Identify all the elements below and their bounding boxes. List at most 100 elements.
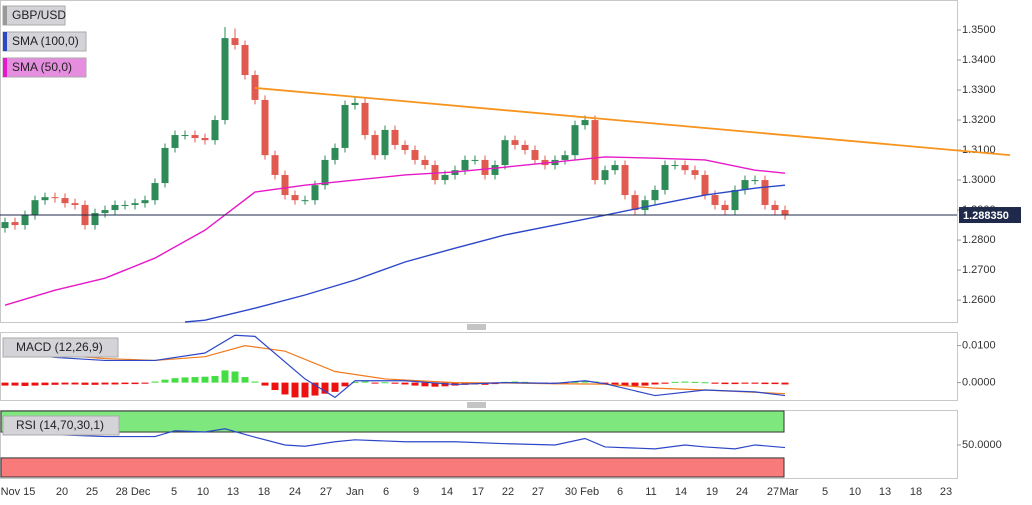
macd-bar bbox=[661, 382, 669, 384]
x-tick-label: 24 bbox=[736, 486, 748, 498]
candle-body bbox=[71, 203, 79, 205]
macd-bar bbox=[21, 382, 29, 386]
candle-body bbox=[521, 144, 529, 151]
candle-body bbox=[381, 129, 389, 156]
candle-body bbox=[331, 147, 339, 160]
macd-bar bbox=[171, 378, 179, 383]
candle-body bbox=[371, 135, 379, 156]
indicator-label-box bbox=[2, 415, 120, 436]
macd-bar bbox=[241, 377, 249, 383]
x-tick-label: 24 bbox=[289, 486, 301, 498]
sma-line bbox=[4, 156, 786, 306]
candle-body bbox=[411, 150, 419, 160]
macd-bar bbox=[11, 382, 19, 386]
candle-body bbox=[161, 147, 169, 184]
candle-body bbox=[571, 125, 579, 156]
x-tick-label: 28 Dec bbox=[116, 486, 151, 498]
legend-swatch bbox=[3, 58, 7, 77]
candle-body bbox=[351, 102, 359, 106]
x-tick-label: 23 bbox=[940, 486, 952, 498]
x-tick-label: 5 bbox=[822, 486, 828, 498]
legend-label: SMA (100,0) bbox=[12, 34, 79, 48]
candle-body bbox=[741, 180, 749, 190]
x-tick-label: 27 bbox=[532, 486, 544, 498]
x-tick-label: 10 bbox=[197, 486, 209, 498]
y-tick-label: 1.3300 bbox=[962, 84, 996, 96]
macd-bar bbox=[561, 382, 569, 384]
candle-body bbox=[661, 165, 669, 190]
candle-body bbox=[681, 165, 689, 171]
candle-body bbox=[771, 204, 779, 211]
macd-bar bbox=[651, 382, 659, 385]
candle-body bbox=[691, 170, 699, 175]
macd-bar bbox=[111, 382, 119, 385]
macd-bar bbox=[1, 382, 9, 386]
candle-body bbox=[181, 135, 189, 137]
candle-body bbox=[421, 159, 429, 166]
macd-bar bbox=[281, 382, 289, 395]
y-tick-label: 0.0100 bbox=[962, 340, 996, 352]
macd-bar bbox=[141, 382, 149, 384]
candle-body bbox=[251, 75, 259, 100]
x-tick-label: 22 bbox=[502, 486, 514, 498]
y-tick-label: 1.2600 bbox=[962, 294, 996, 306]
legend-swatch bbox=[3, 6, 7, 25]
indicator-label: RSI (14,70,30,1) bbox=[16, 418, 104, 432]
candle-body bbox=[321, 159, 329, 186]
candle-body bbox=[501, 140, 509, 166]
macd-bar bbox=[181, 377, 189, 383]
candle-body bbox=[1, 222, 9, 229]
candle-body bbox=[391, 129, 399, 145]
macd-bar bbox=[211, 375, 219, 383]
macd-bar bbox=[571, 381, 579, 383]
x-tick-label: 13 bbox=[879, 486, 891, 498]
x-tick-label: Nov 15 bbox=[1, 486, 36, 498]
candle-body bbox=[631, 195, 639, 211]
candle-body bbox=[441, 174, 449, 181]
sma-line bbox=[184, 184, 786, 323]
candle-body bbox=[401, 144, 409, 151]
candle-body bbox=[311, 185, 319, 201]
candle-body bbox=[651, 189, 659, 201]
rsi-line bbox=[4, 428, 786, 450]
macd-bar bbox=[221, 370, 229, 383]
candle-body bbox=[721, 204, 729, 211]
macd-bar bbox=[301, 382, 309, 398]
candle-body bbox=[91, 213, 99, 226]
candle-body bbox=[761, 180, 769, 205]
candle-body bbox=[711, 195, 719, 205]
x-tick-label: 14 bbox=[675, 486, 687, 498]
x-tick-label: 20 bbox=[56, 486, 68, 498]
candle-body bbox=[101, 210, 109, 214]
macd-bar bbox=[231, 371, 239, 383]
panel-frame bbox=[0, 0, 958, 323]
macd-bar bbox=[81, 382, 89, 385]
macd-bar bbox=[691, 381, 699, 383]
candle-body bbox=[151, 183, 159, 201]
macd-bar bbox=[711, 382, 719, 384]
macd-bar bbox=[721, 382, 729, 385]
candle-body bbox=[561, 155, 569, 160]
macd-bar bbox=[251, 381, 259, 383]
x-tick-label: Mar bbox=[780, 486, 799, 498]
macd-bar bbox=[91, 382, 99, 385]
x-tick-label: 9 bbox=[413, 486, 419, 498]
macd-bar bbox=[611, 382, 619, 386]
x-tick-label: 27 bbox=[320, 486, 332, 498]
macd-bar bbox=[381, 382, 389, 384]
macd-bar bbox=[641, 382, 649, 386]
macd-bar bbox=[741, 382, 749, 384]
candle-body bbox=[31, 200, 39, 216]
y-tick-label: 50.0000 bbox=[962, 439, 1002, 451]
macd-bar bbox=[511, 381, 519, 383]
macd-bar bbox=[151, 381, 159, 383]
candle-body bbox=[461, 159, 469, 171]
x-tick-label: 30 Feb bbox=[565, 486, 599, 498]
x-tick-label: 27 bbox=[767, 486, 779, 498]
candle-body bbox=[491, 165, 499, 175]
y-tick-label: 1.3400 bbox=[962, 54, 996, 66]
indicator-label-box bbox=[2, 337, 119, 358]
x-tick-label: 10 bbox=[849, 486, 861, 498]
macd-bar bbox=[761, 382, 769, 385]
candle-body bbox=[191, 135, 199, 139]
